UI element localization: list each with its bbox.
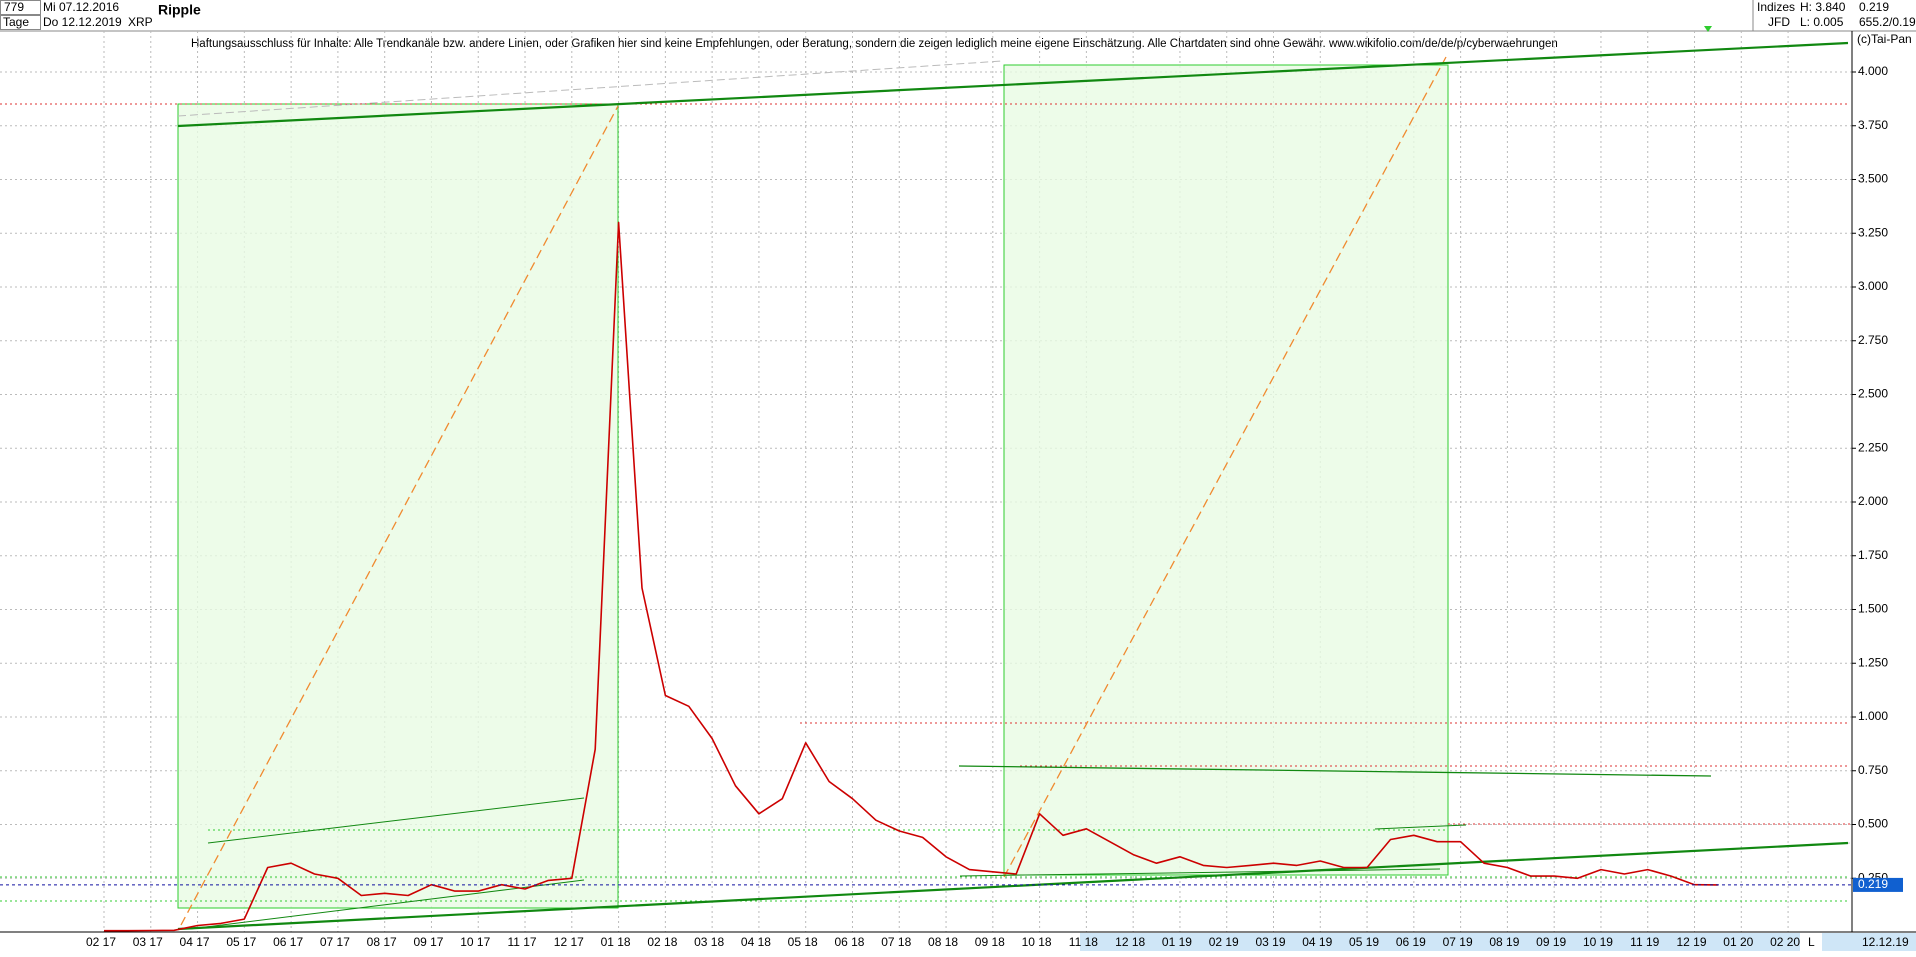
x-tick-label: 12 19 (1677, 935, 1707, 949)
y-tick-label: 3.750 (1858, 118, 1888, 132)
price-line (104, 221, 1718, 932)
x-tick-label: 07 18 (881, 935, 911, 949)
x-tick-label: 08 17 (367, 935, 397, 949)
y-tick-label: 2.250 (1858, 440, 1888, 454)
copyright: (c)Tai-Pan (1857, 32, 1912, 46)
y-tick-label: 3.000 (1858, 279, 1888, 293)
trend-line (207, 797, 585, 844)
fan-line (180, 105, 619, 926)
x-tick-label: 02 19 (1209, 935, 1239, 949)
y-tick-label: 4.000 (1858, 64, 1888, 78)
volume: 655.2/0.19 (1859, 15, 1916, 29)
y-tick-label: 0.750 (1858, 763, 1888, 777)
selection-band (1080, 933, 1800, 951)
y-tick-label: 2.500 (1858, 387, 1888, 401)
symbol: XRP (128, 15, 153, 29)
x-tick-label: 09 17 (413, 935, 443, 949)
x-tick-label: 11 19 (1630, 935, 1659, 949)
x-tick-label: 01 20 (1723, 935, 1753, 949)
current-price-label: 0.219 (1858, 877, 1888, 891)
trend-line (958, 765, 1712, 777)
y-tick-label: 2.750 (1858, 333, 1888, 347)
x-tick-label: 02 20 (1770, 935, 1800, 949)
x-tick-label: 08 18 (928, 935, 958, 949)
x-tick-label: 07 17 (320, 935, 350, 949)
index: Indizes (1757, 0, 1795, 14)
x-tick-label: 03 17 (133, 935, 163, 949)
count-box[interactable] (0, 0, 41, 15)
high: H: 3.840 (1800, 0, 1846, 14)
x-tick-label: 01 18 (601, 935, 631, 949)
x-tick-label: 10 17 (460, 935, 490, 949)
range-box (177, 103, 619, 909)
x-tick-label: 11 18 (1069, 935, 1098, 949)
period: Tage (3, 15, 29, 29)
x-tick-label: 06 17 (273, 935, 303, 949)
current-price-box (1853, 877, 1903, 892)
x-tick-label: 08 19 (1489, 935, 1519, 949)
y-tick-label: 1.500 (1858, 602, 1888, 616)
x-tick-label: 09 18 (975, 935, 1005, 949)
count: 779 (4, 0, 24, 14)
x-tick-label: 07 19 (1443, 935, 1473, 949)
gray-trendline (177, 60, 1003, 117)
low: L: 0.005 (1800, 15, 1844, 29)
x-tick-label: 10 18 (1022, 935, 1052, 949)
x-tick-label: 12 18 (1115, 935, 1145, 949)
end-date: Do 12.12.2019 (43, 15, 122, 29)
x-tick-label: 01 19 (1162, 935, 1192, 949)
y-tick-label: 2.000 (1858, 494, 1888, 508)
chart-title: Ripple (158, 2, 201, 18)
date-box (1822, 933, 1916, 951)
x-tick-label: 02 17 (86, 935, 116, 949)
x-tick-label: 10 19 (1583, 935, 1613, 949)
last-date: 12.12.19 (1862, 935, 1909, 949)
broker: JFD (1768, 15, 1790, 29)
marker (1704, 26, 1712, 32)
x-tick-label: 05 19 (1349, 935, 1379, 949)
x-tick-label: 06 19 (1396, 935, 1426, 949)
y-tick-label: 0.500 (1858, 817, 1888, 831)
last-price: 0.219 (1859, 0, 1889, 14)
trend-line (959, 868, 1441, 877)
period-box[interactable] (0, 15, 41, 30)
x-tick-label: 03 18 (694, 935, 724, 949)
x-tick-label: 12 17 (554, 935, 584, 949)
y-tick-label: 3.500 (1858, 172, 1888, 186)
start-date: Mi 07.12.2016 (43, 0, 119, 14)
x-tick-label: 05 17 (226, 935, 256, 949)
fan-line (1003, 56, 1447, 878)
x-tick-label: 04 17 (180, 935, 210, 949)
x-tick-label: 06 18 (834, 935, 864, 949)
x-tick-label: 04 19 (1302, 935, 1332, 949)
y-tick-label: 3.250 (1858, 225, 1888, 239)
y-tick-label: 1.000 (1858, 709, 1888, 723)
x-tick-label: 03 19 (1255, 935, 1285, 949)
disclaimer: Haftungsausschluss für Inhalte: Alle Tre… (191, 38, 1558, 50)
x-tick-label: 05 18 (788, 935, 818, 949)
x-tick-label: 02 18 (647, 935, 677, 949)
trend-line (1374, 824, 1467, 830)
x-tick-label: 09 19 (1536, 935, 1566, 949)
trend-channel (177, 841, 1849, 931)
trend-channel (177, 41, 1849, 128)
x-tick-label: 04 18 (741, 935, 771, 949)
x-tick-label: 11 17 (507, 935, 536, 949)
y-tick-label: 1.750 (1858, 548, 1888, 562)
y-tick-label: 1.250 (1858, 655, 1888, 669)
scale-mode: L (1808, 935, 1815, 949)
